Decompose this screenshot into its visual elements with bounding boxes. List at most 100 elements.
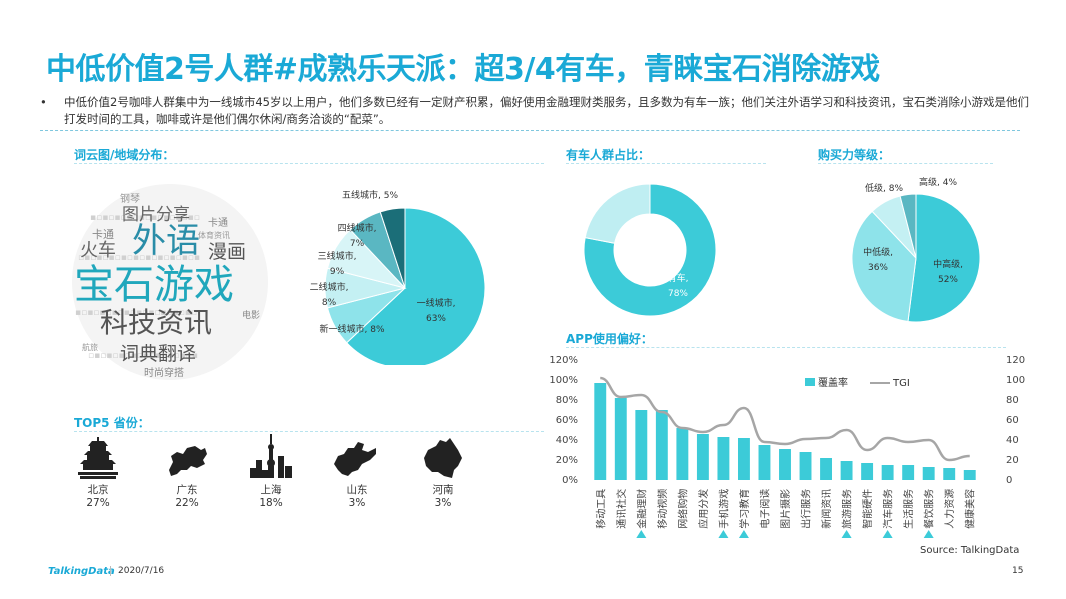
y-right-tick: 100 — [1006, 375, 1025, 386]
purchase-power-pie-chart: 中高级, 52% 中低级, 36% 低级, 8% 高级, 4% — [851, 176, 981, 323]
y-right-tick: 60 — [1006, 415, 1019, 426]
slice-label: 四线城市, — [338, 222, 377, 234]
x-category-label: 电子阅读 — [758, 489, 771, 529]
slice-label: 二线城市, — [310, 281, 349, 293]
x-category-label: 汽车服务 — [882, 489, 895, 529]
x-category-label: 应用分发 — [697, 489, 710, 529]
y-right-tick: 80 — [1006, 395, 1019, 406]
x-category-label: 旅游服务 — [841, 489, 854, 529]
purchase-section-title: 购买力等级： — [818, 148, 891, 162]
wc-word: 卡通 — [92, 228, 114, 241]
top5-provinces: 北京 27% 广东 22% 上海 18% 山东 3% 河南 3% — [70, 432, 490, 512]
wc-word: 钢琴 — [120, 192, 140, 205]
section-underline — [818, 163, 993, 164]
wc-word: 时尚穿搭 — [144, 366, 184, 379]
coverage-bar — [861, 463, 874, 480]
wc-word: 漫画 — [208, 241, 246, 263]
pie-slice-1 — [584, 183, 651, 244]
coverage-bar — [922, 467, 935, 480]
province-name: 上海 — [260, 484, 282, 496]
x-category-label: 移动工具 — [594, 489, 607, 529]
wc-word: 科技资讯 — [100, 306, 212, 339]
province-name: 河南 — [432, 484, 454, 496]
slice-label: 一线城市, — [417, 297, 456, 309]
wc-filler: ▪▫▪▫▪▫▪▫▪▫▪▫▪▫▪▫▪▫ — [90, 213, 200, 223]
legend-label: TGI — [892, 378, 910, 389]
legend-swatch-coverage — [805, 378, 815, 386]
app-section-title: APP使用偏好： — [566, 332, 653, 346]
wc-word: 航旅 — [82, 342, 98, 352]
x-category-label: 网络购物 — [676, 489, 689, 529]
y-right-tick: 40 — [1006, 435, 1019, 446]
coverage-bar — [594, 383, 607, 480]
coverage-bar — [902, 465, 915, 480]
y-left-tick: 100% — [549, 375, 578, 386]
coverage-bar — [717, 437, 730, 480]
province-henan: 河南 3% — [413, 484, 473, 510]
city-tier-pie-chart: 一线城市, 63% 新一线城市, 8% 二线城市, 8% 三线城市, 9% 四线城市, 7% 五线… — [310, 189, 486, 365]
y-left-tick: 40% — [556, 435, 578, 446]
word-cloud-background — [72, 184, 268, 380]
brand-logo: TalkingData — [48, 566, 115, 577]
x-category-label: 手机游戏 — [717, 489, 730, 529]
wc-word: 词典翻译 — [120, 343, 196, 365]
coverage-bar — [820, 458, 833, 480]
shandong-map-icon — [334, 442, 376, 476]
x-category-label: 智能硬件 — [861, 489, 874, 529]
province-name: 北京 — [87, 484, 109, 496]
slice-value: 36% — [868, 263, 888, 273]
y-left-tick: 80% — [556, 395, 578, 406]
summary-paragraph: • 中低价值2号咖啡人群集中为一线城市45岁以上用户，他们多数已经有一定财产积累… — [40, 94, 1030, 128]
coverage-bar — [963, 470, 976, 480]
pie-slice-1 — [851, 210, 917, 323]
y-right-tick: 20 — [1006, 455, 1019, 466]
summary-divider — [40, 130, 1020, 131]
page-title: 中低价值2号人群#成熟乐天派：超3/4有车，青睐宝石消除游戏 — [46, 52, 880, 87]
page-number: 15 — [1012, 566, 1024, 576]
pie-slice-0 — [583, 183, 717, 317]
highlight-marker — [841, 530, 852, 538]
y-left-tick: 0% — [562, 475, 578, 486]
wc-word: 卡通 — [208, 216, 228, 229]
slice-value: 8% — [322, 298, 337, 308]
x-category-label: 图片摄影 — [779, 489, 792, 529]
word-cloud: ▪▫▪▫▪▫▪▫▪▫▪▫▪▫▪▫▪▫ ▫▪▫▪▫▪▫▪▫▪▫▪▫▪▫▪▫▪▫▪ … — [72, 184, 268, 380]
slice-value: 7% — [350, 239, 365, 249]
slice-label: 高级, 4% — [919, 176, 957, 188]
coverage-bar — [614, 398, 627, 480]
section-underline — [74, 431, 544, 432]
y-left-tick: 20% — [556, 455, 578, 466]
slice-value: 78% — [668, 289, 688, 299]
slice-label: 低级, 8% — [865, 182, 903, 194]
section-underline — [566, 163, 766, 164]
coverage-bar — [881, 465, 894, 480]
source-note: Source: TalkingData — [920, 545, 1020, 556]
x-category-label: 移动视频 — [656, 489, 669, 529]
x-category-label: 人力资源 — [943, 489, 956, 529]
section-underline — [566, 347, 1006, 348]
car-ownership-donut-chart: 有车, 78% — [583, 183, 717, 317]
wc-word: 图片分享 — [122, 205, 190, 225]
province-value: 27% — [86, 497, 110, 509]
slice-value: 52% — [938, 275, 958, 285]
coverage-bar — [943, 468, 956, 480]
highlight-marker — [636, 530, 647, 538]
highlight-marker — [718, 530, 729, 538]
slice-value: 63% — [426, 314, 446, 324]
wc-word: 体育资讯 — [198, 230, 230, 240]
wc-word: 外语 — [132, 221, 200, 261]
tgi-line — [600, 376, 970, 462]
province-shandong: 山东 3% — [327, 484, 387, 510]
guangdong-map-icon — [169, 446, 207, 476]
x-category-label: 学习教育 — [738, 489, 751, 529]
highlight-marker — [923, 530, 934, 538]
y-right-tick: 120 — [1006, 355, 1025, 366]
wc-word: 电影 — [242, 309, 260, 321]
slice-label: 新一线城市, 8% — [320, 323, 385, 335]
pie-slice-0 — [907, 193, 981, 323]
top5-section-title: TOP5 省份： — [74, 416, 150, 430]
summary-text: 中低价值2号咖啡人群集中为一线城市45岁以上用户，他们多数已经有一定财产积累，偏… — [64, 95, 1029, 126]
x-category-label: 通讯社交 — [615, 489, 628, 529]
x-category-label: 健康美容 — [964, 489, 977, 529]
wc-word: 火车 — [80, 240, 116, 261]
